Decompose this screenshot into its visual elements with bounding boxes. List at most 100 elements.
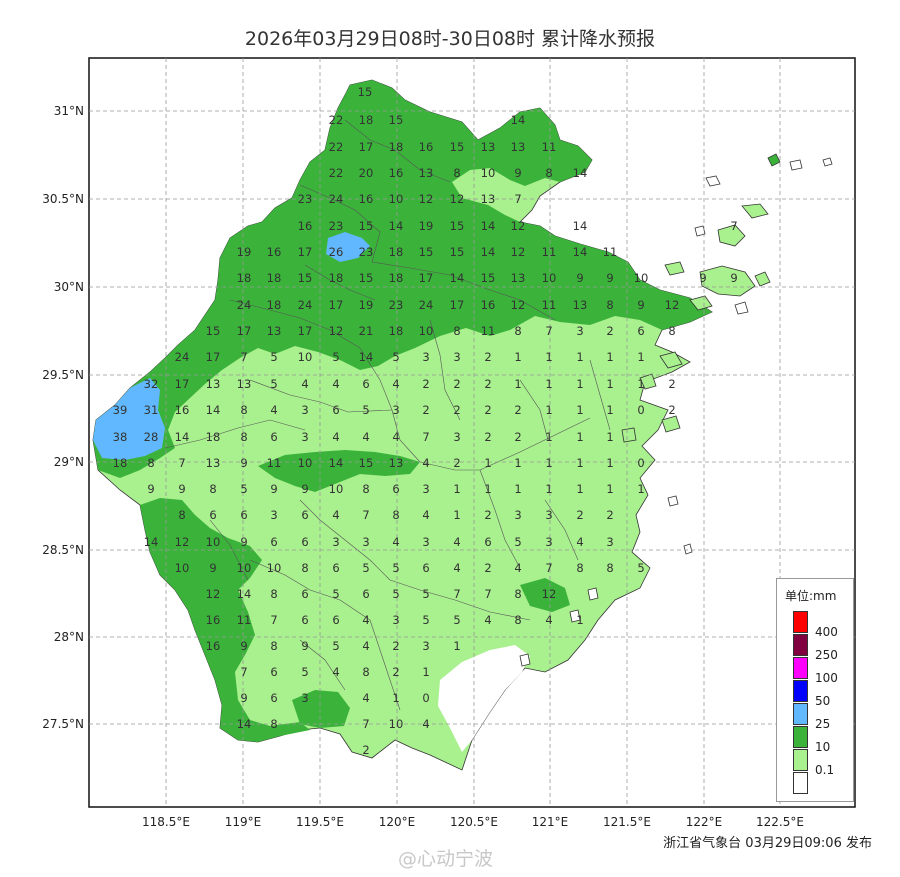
forecast-value: 2	[484, 508, 491, 522]
forecast-value: 18	[389, 324, 404, 338]
forecast-value: 7	[514, 192, 521, 206]
forecast-value: 6	[484, 535, 491, 549]
forecast-value: 11	[237, 613, 252, 627]
forecast-value: 19	[359, 298, 374, 312]
forecast-value: 18	[389, 271, 404, 285]
lat-tick-label: 30°N	[54, 280, 84, 294]
forecast-value: 8	[362, 482, 369, 496]
forecast-value: 8	[362, 665, 369, 679]
forecast-value: 18	[113, 456, 128, 470]
forecast-value: 3	[301, 403, 308, 417]
forecast-value: 8	[514, 324, 521, 338]
forecast-value: 8	[514, 587, 521, 601]
forecast-value: 15	[359, 456, 374, 470]
forecast-value: 1	[484, 456, 491, 470]
forecast-value: 13	[573, 298, 588, 312]
forecast-value: 1	[576, 350, 583, 364]
forecast-value: 2	[422, 377, 429, 391]
forecast-value: 13	[389, 456, 404, 470]
forecast-value: 4	[332, 430, 339, 444]
forecast-value: 19	[237, 245, 252, 259]
forecast-value: 4	[453, 535, 460, 549]
lon-tick-label: 119.5°E	[296, 815, 344, 829]
forecast-value: 16	[359, 192, 374, 206]
forecast-value: 1	[514, 377, 521, 391]
forecast-value: 7	[545, 561, 552, 575]
forecast-value: 12	[542, 587, 557, 601]
forecast-value: 13	[511, 271, 526, 285]
forecast-value: 23	[298, 192, 313, 206]
forecast-value: 15	[419, 245, 434, 259]
forecast-value: 5	[392, 350, 399, 364]
forecast-value: 3	[422, 639, 429, 653]
watermark: @心动宁波	[398, 848, 494, 870]
forecast-value: 4	[332, 377, 339, 391]
forecast-value: 14	[573, 166, 588, 180]
forecast-value: 6	[362, 587, 369, 601]
forecast-value: 9	[240, 639, 247, 653]
forecast-value: 13	[206, 377, 221, 391]
forecast-value: 8	[606, 561, 613, 575]
forecast-value: 10	[175, 561, 190, 575]
forecast-value: 10	[389, 717, 404, 731]
forecast-value: 2	[576, 508, 583, 522]
forecast-value: 19	[419, 219, 434, 233]
forecast-value: 9	[240, 535, 247, 549]
forecast-value: 4	[362, 613, 369, 627]
forecast-value: 4	[301, 377, 308, 391]
forecast-value: 17	[359, 140, 374, 154]
legend-swatch	[793, 749, 808, 771]
rain-10-south-patch	[520, 578, 570, 612]
forecast-value: 1	[606, 482, 613, 496]
forecast-value: 1	[606, 456, 613, 470]
forecast-value: 18	[267, 271, 282, 285]
forecast-value: 9	[301, 482, 308, 496]
forecast-value: 8	[668, 324, 675, 338]
forecast-value: 5	[270, 377, 277, 391]
forecast-value: 10	[206, 535, 221, 549]
forecast-value: 5	[514, 535, 521, 549]
forecast-value: 13	[267, 324, 282, 338]
forecast-value: 2	[422, 403, 429, 417]
forecast-value: 24	[298, 298, 313, 312]
rain-10-central-band	[258, 450, 420, 492]
forecast-value: 9	[730, 271, 737, 285]
legend-label: 10	[815, 740, 831, 754]
forecast-value: 2	[606, 508, 613, 522]
forecast-value: 6	[301, 613, 308, 627]
forecast-value: 14	[573, 245, 588, 259]
forecast-value: 5	[270, 350, 277, 364]
forecast-value: 3	[301, 430, 308, 444]
forecast-value: 4	[362, 691, 369, 705]
forecast-value: 10	[298, 350, 313, 364]
forecast-value: 14	[359, 350, 374, 364]
forecast-value: 23	[359, 245, 374, 259]
lon-tick-label: 120.5°E	[450, 815, 498, 829]
forecast-value: 12	[206, 587, 221, 601]
forecast-value: 1	[545, 350, 552, 364]
forecast-value: 1	[637, 377, 644, 391]
forecast-value: 0	[422, 691, 429, 705]
forecast-value: 16	[206, 613, 221, 627]
forecast-value: 12	[419, 192, 434, 206]
forecast-value: 2	[362, 743, 369, 757]
forecast-value: 14	[144, 535, 159, 549]
forecast-value: 3	[576, 324, 583, 338]
forecast-value: 5	[392, 587, 399, 601]
forecast-value: 3	[392, 403, 399, 417]
forecast-value: 4	[422, 717, 429, 731]
forecast-value: 17	[298, 324, 313, 338]
forecast-value: 5	[240, 482, 247, 496]
forecast-value: 13	[237, 377, 252, 391]
forecast-value: 1	[606, 403, 613, 417]
forecast-value: 3	[453, 350, 460, 364]
forecast-value: 9	[699, 271, 706, 285]
forecast-value: 4	[392, 535, 399, 549]
forecast-value: 5	[453, 613, 460, 627]
forecast-value: 4	[332, 508, 339, 522]
forecast-value: 20	[359, 166, 374, 180]
legend: 单位:mm 400 250 100 50 25 10 0.1	[776, 578, 854, 802]
forecast-value: 24	[175, 350, 190, 364]
forecast-value: 18	[389, 245, 404, 259]
forecast-value: 18	[237, 271, 252, 285]
